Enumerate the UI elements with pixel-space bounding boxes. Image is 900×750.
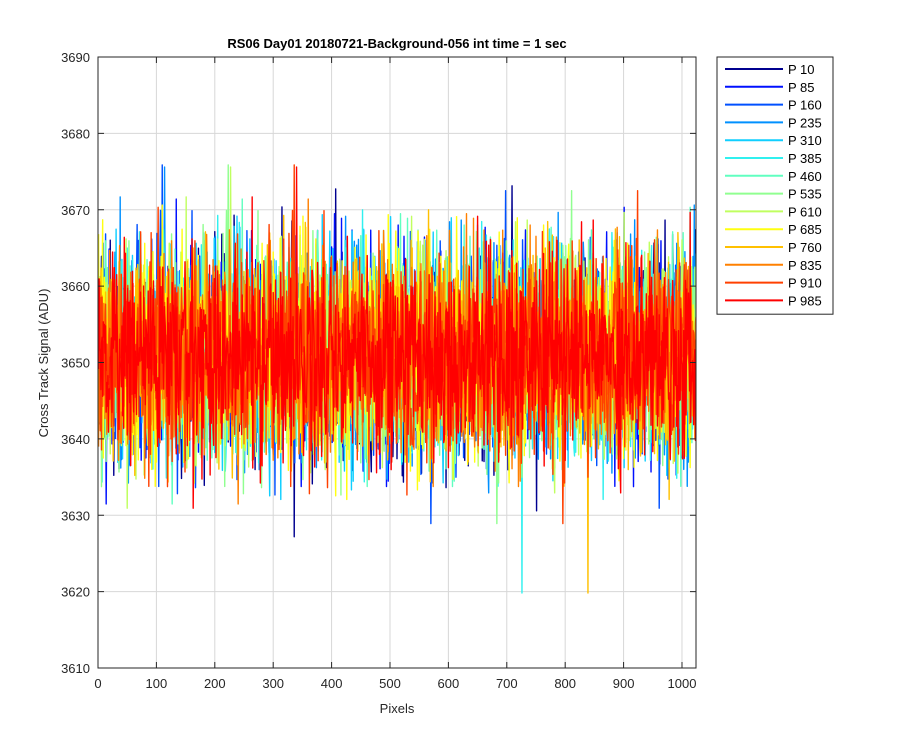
- legend-box: [716, 56, 834, 315]
- y-tick-label: 3620: [61, 585, 90, 600]
- series-line-p985: [98, 166, 696, 509]
- y-tick-label: 3650: [61, 356, 90, 371]
- legend-item: P 985: [725, 293, 822, 308]
- legend-item: P 460: [725, 169, 822, 184]
- legend-label: P 985: [788, 293, 822, 308]
- chart-title: RS06 Day01 20180721-Background-056 int t…: [227, 36, 566, 51]
- series-lines: [98, 164, 696, 594]
- x-tick-label: 200: [204, 676, 226, 691]
- legend-item: P 610: [725, 204, 822, 219]
- x-axis: 0 100 200 300 400 500 600 700 800 900 1000: [94, 57, 696, 691]
- y-tick-label: 3630: [61, 508, 90, 523]
- legend-label: P 460: [788, 169, 822, 184]
- x-tick-label: 800: [554, 676, 576, 691]
- legend-label: P 10: [788, 62, 815, 77]
- x-tick-label: 600: [438, 676, 460, 691]
- legend-label: P 685: [788, 222, 822, 237]
- legend-item: P 85: [725, 80, 815, 95]
- x-tick-label: 1000: [668, 676, 697, 691]
- legend-label: P 835: [788, 258, 822, 273]
- x-tick-label: 900: [613, 676, 635, 691]
- plot-area: [97, 56, 697, 669]
- y-tick-label: 3670: [61, 203, 90, 218]
- legend-label: P 235: [788, 115, 822, 130]
- y-axis-label: Cross Track Signal (ADU): [36, 289, 51, 438]
- x-tick-label: 0: [94, 676, 101, 691]
- legend-item: P 760: [725, 240, 822, 255]
- x-tick-label: 700: [496, 676, 518, 691]
- legend-item: P 910: [725, 276, 822, 291]
- y-tick-label: 3680: [61, 126, 90, 141]
- legend-item: P 160: [725, 98, 822, 113]
- legend-label: P 610: [788, 204, 822, 219]
- y-tick-label: 3690: [61, 50, 90, 65]
- x-tick-label: 300: [262, 676, 284, 691]
- legend: P 10 P 85 P 160 P 235 P 310 P 385 P 460 P 535 P …: [716, 56, 834, 315]
- x-tick-label: 400: [321, 676, 343, 691]
- x-tick-label: 100: [146, 676, 168, 691]
- legend-label: P 910: [788, 276, 822, 291]
- legend-item: P 685: [725, 222, 822, 237]
- x-tick-label: 500: [379, 676, 401, 691]
- legend-label: P 85: [788, 80, 815, 95]
- legend-label: P 310: [788, 133, 822, 148]
- legend-item: P 535: [725, 187, 822, 202]
- legend-label: P 535: [788, 187, 822, 202]
- x-axis-label: Pixels: [380, 701, 415, 716]
- legend-label: P 385: [788, 151, 822, 166]
- y-tick-label: 3640: [61, 432, 90, 447]
- legend-item: P 235: [725, 115, 822, 130]
- legend-label: P 160: [788, 98, 822, 113]
- legend-item: P 310: [725, 133, 822, 148]
- y-axis: 3610 3620 3630 3640 3650 3660 3670 3680 3690: [61, 50, 696, 676]
- legend-label: P 760: [788, 240, 822, 255]
- legend-item: P 10: [725, 62, 815, 77]
- y-tick-label: 3610: [61, 661, 90, 676]
- legend-item: P 835: [725, 258, 822, 273]
- legend-item: P 385: [725, 151, 822, 166]
- y-tick-label: 3660: [61, 279, 90, 294]
